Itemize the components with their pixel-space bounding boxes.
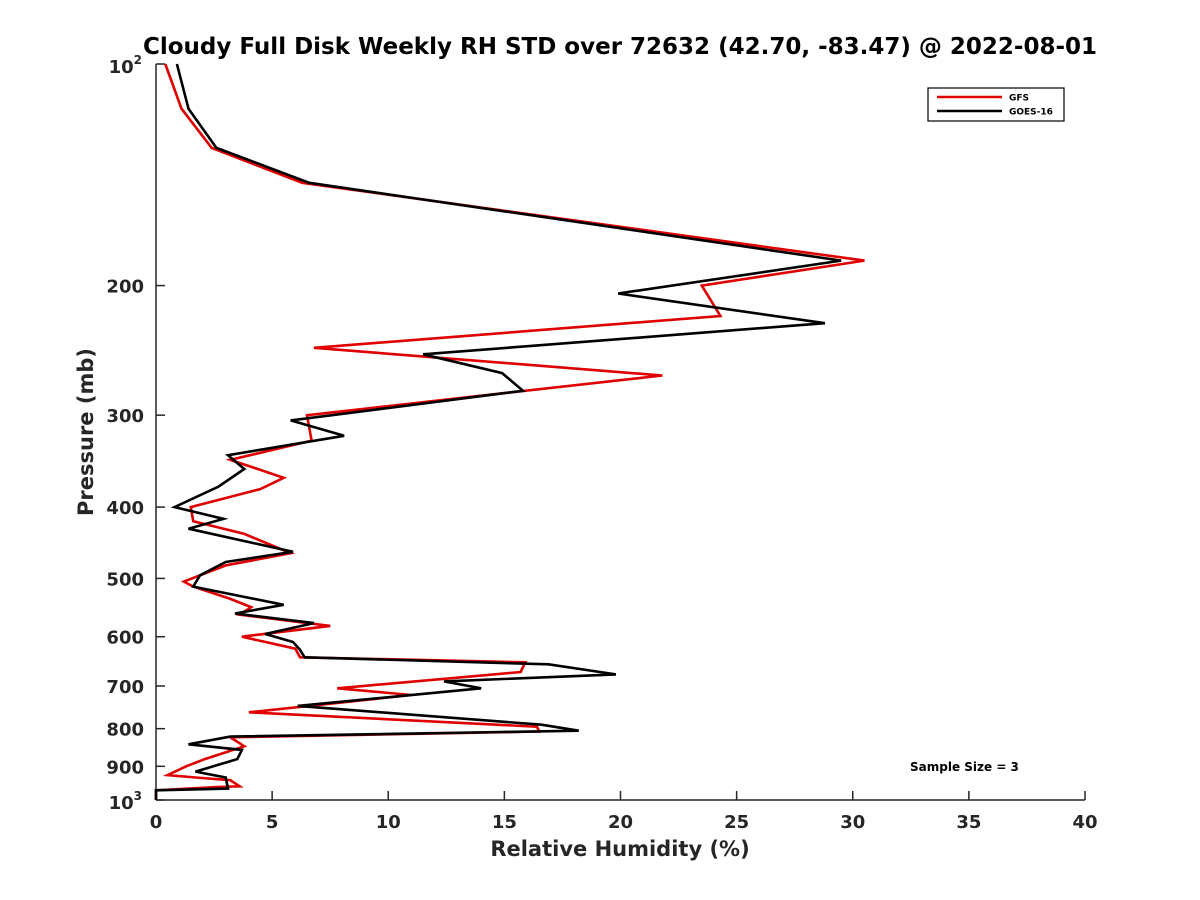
- x-axis-label: Relative Humidity (%): [490, 837, 749, 861]
- x-tick-label: 20: [608, 812, 633, 833]
- series-line-goes-16: [154, 63, 842, 800]
- y-tick-label: 103: [109, 789, 142, 814]
- legend-box: [927, 87, 1065, 122]
- y-tick-label: 200: [106, 277, 144, 298]
- x-axis: 0 5 10 15 20 25 30 35 40: [150, 791, 1098, 833]
- x-tick-label: 40: [1072, 812, 1097, 833]
- y-tick-label: 102: [109, 53, 142, 78]
- series-layer: [154, 63, 865, 800]
- series-line-gfs: [154, 63, 865, 800]
- y-tick-label: 800: [106, 720, 144, 741]
- legend: GFS GOES-16: [927, 87, 1065, 122]
- x-tick-label: 0: [150, 812, 163, 833]
- y-axis-label: Pressure (mb): [74, 348, 98, 516]
- x-tick-label: 15: [492, 812, 517, 833]
- y-axis: 102 200 300 400 500 600 700 800 900 103: [106, 53, 165, 814]
- y-tick-label: 300: [106, 406, 144, 427]
- legend-label: GFS: [1009, 94, 1029, 104]
- y-tick-label: 900: [106, 757, 144, 778]
- y-tick-label: 600: [106, 628, 144, 649]
- x-tick-label: 35: [956, 812, 981, 833]
- y-tick-label: 500: [106, 569, 144, 590]
- legend-label: GOES-16: [1009, 108, 1053, 118]
- x-tick-label: 10: [376, 812, 401, 833]
- y-tick-label: 400: [106, 498, 144, 519]
- chart-title: Cloudy Full Disk Weekly RH STD over 7263…: [143, 34, 1097, 60]
- sample-size-annotation: Sample Size = 3: [910, 760, 1019, 774]
- x-tick-label: 30: [840, 812, 865, 833]
- x-tick-label: 5: [266, 812, 279, 833]
- y-tick-label: 700: [106, 677, 144, 698]
- x-tick-label: 25: [724, 812, 749, 833]
